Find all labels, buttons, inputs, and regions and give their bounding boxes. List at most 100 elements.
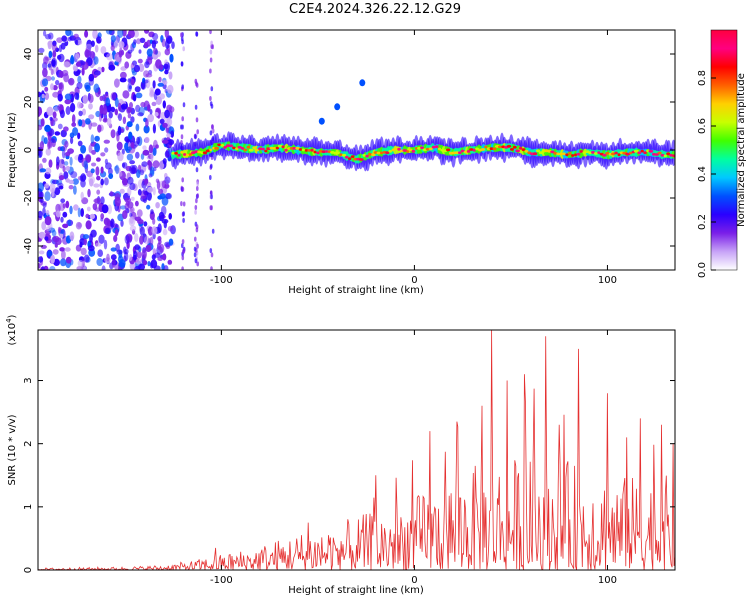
ridge-core	[408, 148, 413, 152]
ridge-core	[391, 148, 395, 152]
noise-blob	[133, 250, 138, 260]
spectrogram-y-tick-label: -20	[23, 190, 34, 206]
noise-blob	[134, 233, 139, 242]
ridge-core	[562, 152, 566, 156]
noise-blob	[63, 126, 69, 132]
noise-blob	[94, 143, 100, 153]
noise-blob	[144, 178, 148, 186]
noise-column-blob	[181, 243, 184, 249]
noise-blob	[168, 71, 173, 80]
noise-blob	[146, 204, 151, 210]
ridge-core	[428, 147, 433, 151]
noise-blob	[56, 37, 63, 43]
noise-blob	[124, 61, 130, 69]
noise-blob	[152, 123, 156, 134]
noise-blob	[49, 116, 53, 121]
noise-blob	[57, 54, 62, 60]
ridge-core	[484, 145, 488, 149]
spectrogram-x-tick-label: 0	[411, 275, 417, 286]
noise-blob	[109, 190, 113, 197]
noise-blob	[58, 175, 65, 181]
noise-blob	[60, 198, 66, 203]
noise-blob	[77, 39, 83, 45]
noise-blob	[133, 39, 137, 45]
noise-blob	[134, 86, 141, 93]
colorbar-tick-label: 0.8	[697, 70, 708, 86]
noise-blob	[92, 203, 98, 211]
noise-blob	[82, 234, 90, 240]
noise-blob	[130, 142, 135, 149]
ridge-core	[660, 153, 665, 157]
noise-blob	[140, 101, 146, 108]
noise-blob	[120, 71, 127, 79]
ridge-core	[411, 149, 416, 153]
noise-blob	[110, 35, 116, 43]
ridge-core	[313, 150, 317, 154]
noise-blob	[99, 95, 104, 101]
noise-column-blob	[195, 117, 199, 123]
snr-y-multiplier-base: (x10	[7, 323, 18, 346]
noise-blob	[116, 249, 123, 255]
ridge-core	[183, 153, 187, 156]
noise-blob	[87, 245, 95, 252]
ridge-core	[350, 155, 355, 159]
noise-blob	[117, 102, 122, 112]
ridge-core	[480, 148, 486, 151]
noise-blob	[45, 209, 50, 216]
noise-blob	[65, 200, 70, 209]
snr-x-tick-label: -100	[210, 575, 233, 586]
snr-y-tick-label: 1	[23, 504, 34, 510]
noise-blob	[104, 177, 109, 186]
noise-blob	[57, 226, 61, 234]
ridge-core	[431, 145, 436, 149]
ridge-core	[559, 152, 563, 156]
noise-blob	[136, 136, 141, 145]
noise-blob	[59, 109, 65, 119]
noise-blob	[84, 49, 90, 58]
noise-blob	[137, 112, 144, 117]
ridge-core	[200, 151, 204, 155]
noise-blob	[143, 79, 149, 84]
ridge-core	[458, 151, 462, 155]
ridge-core	[304, 149, 308, 152]
noise-blob	[140, 153, 145, 160]
ridge-core	[228, 144, 234, 148]
noise-blob	[104, 147, 109, 153]
ridge-core	[252, 146, 257, 150]
ridge-core	[174, 151, 178, 155]
ridge-core	[220, 144, 225, 147]
noise-blob	[58, 44, 63, 53]
ridge-core	[492, 147, 497, 151]
ridge-core	[301, 148, 305, 152]
ridge-core	[223, 145, 228, 149]
ridge-core	[602, 153, 607, 157]
noise-blob	[129, 182, 136, 191]
colorbar-tick-label: 0.2	[697, 214, 708, 230]
noise-blob	[38, 106, 43, 116]
noise-blob	[162, 139, 169, 144]
noise-blob	[91, 149, 96, 155]
ridge-core	[466, 150, 471, 153]
snr-y-tick-label: 3	[23, 377, 34, 383]
noise-blob	[152, 80, 156, 89]
noise-blob	[67, 219, 72, 227]
noise-blob	[38, 47, 45, 54]
noise-blob	[149, 236, 154, 246]
noise-blob	[108, 173, 114, 180]
noise-blob	[68, 185, 74, 190]
noise-blob	[153, 91, 158, 101]
ridge-core	[255, 148, 259, 152]
noise-blob	[134, 265, 141, 270]
noise-blob	[43, 56, 49, 65]
noise-blob	[62, 165, 66, 173]
noise-blob	[39, 141, 45, 150]
noise-column-blob	[209, 68, 212, 74]
noise-blob	[45, 148, 51, 156]
snr-x-label: Height of straight line (km)	[288, 585, 424, 596]
noise-blob	[88, 114, 95, 120]
noise-blob	[118, 50, 123, 58]
spectrogram-x-tick-label: -100	[210, 275, 233, 286]
noise-blob	[126, 153, 134, 161]
noise-blob	[51, 57, 58, 68]
noise-blob	[41, 78, 49, 87]
